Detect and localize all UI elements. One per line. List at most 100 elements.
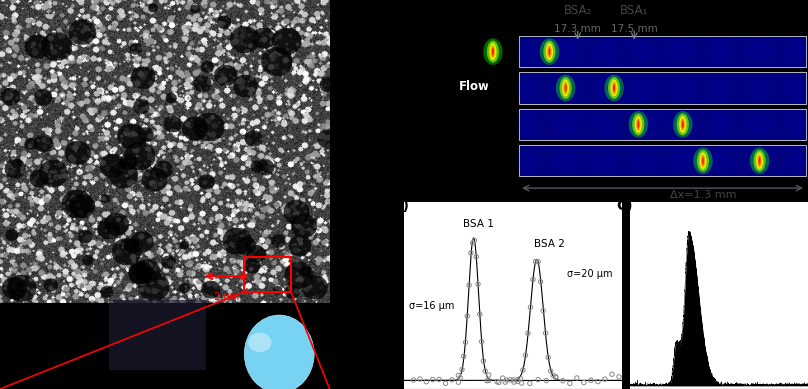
Point (540, 377, 553, 384)
Ellipse shape (702, 157, 704, 165)
FancyBboxPatch shape (519, 109, 806, 140)
Ellipse shape (489, 43, 496, 60)
Point (507, 379, 520, 385)
Point (482, 377, 495, 384)
Ellipse shape (682, 121, 684, 128)
Ellipse shape (553, 150, 578, 172)
Ellipse shape (697, 150, 709, 172)
FancyBboxPatch shape (519, 72, 806, 104)
Ellipse shape (637, 118, 640, 131)
Bar (244, 257, 291, 292)
Point (500, 377, 513, 383)
Point (549, 374, 562, 380)
Point (516, 380, 528, 386)
Point (466, 240, 479, 246)
Point (507, 377, 520, 383)
Text: 17.3 mm: 17.3 mm (554, 24, 601, 34)
Text: 111 s: 111 s (486, 47, 516, 56)
Point (534, 279, 547, 285)
Point (481, 378, 494, 384)
Ellipse shape (631, 40, 655, 63)
Point (584, 377, 597, 383)
Point (463, 282, 476, 288)
Ellipse shape (747, 77, 772, 99)
Point (490, 378, 503, 385)
Point (541, 354, 554, 361)
Point (511, 378, 524, 385)
Ellipse shape (747, 40, 772, 63)
Ellipse shape (670, 77, 694, 99)
Ellipse shape (785, 114, 808, 135)
Text: 114 s: 114 s (486, 83, 516, 93)
Point (427, 377, 440, 383)
Ellipse shape (632, 114, 644, 135)
Ellipse shape (759, 157, 760, 165)
Ellipse shape (700, 152, 706, 170)
FancyBboxPatch shape (108, 300, 205, 370)
Point (472, 281, 485, 287)
Ellipse shape (747, 150, 772, 172)
Point (591, 378, 604, 385)
Ellipse shape (549, 48, 550, 56)
Ellipse shape (544, 40, 556, 63)
Ellipse shape (553, 114, 578, 135)
Point (445, 377, 458, 383)
Point (473, 311, 486, 317)
Ellipse shape (548, 45, 552, 58)
Ellipse shape (516, 150, 540, 172)
Ellipse shape (611, 79, 618, 96)
Ellipse shape (560, 77, 572, 99)
Ellipse shape (754, 150, 765, 172)
Ellipse shape (556, 75, 575, 101)
Ellipse shape (604, 75, 624, 101)
Point (511, 377, 524, 383)
Ellipse shape (680, 118, 685, 131)
Point (547, 372, 560, 378)
Text: A): A) (412, 6, 429, 20)
Point (478, 368, 491, 374)
Point (407, 377, 420, 383)
Point (524, 380, 537, 386)
Point (563, 380, 576, 386)
Ellipse shape (491, 45, 494, 58)
Point (549, 374, 562, 380)
Text: 2 μm: 2 μm (214, 292, 239, 302)
Ellipse shape (546, 43, 553, 60)
Ellipse shape (483, 38, 503, 65)
Ellipse shape (635, 116, 642, 133)
Point (578, 379, 591, 385)
Text: B): B) (393, 198, 410, 212)
Text: Δx=1.3 mm: Δx=1.3 mm (670, 190, 736, 200)
Text: 117 s: 117 s (486, 119, 516, 130)
Point (570, 375, 583, 381)
Text: BSA 1: BSA 1 (463, 219, 494, 230)
Ellipse shape (679, 116, 686, 133)
Point (461, 313, 473, 319)
Ellipse shape (592, 150, 617, 172)
Ellipse shape (785, 40, 808, 63)
FancyBboxPatch shape (519, 145, 806, 177)
Point (475, 338, 488, 345)
Ellipse shape (670, 114, 694, 135)
Point (545, 368, 558, 374)
Point (456, 366, 469, 373)
Point (414, 376, 427, 382)
Ellipse shape (785, 150, 808, 172)
Point (432, 376, 445, 382)
Ellipse shape (709, 77, 733, 99)
Ellipse shape (244, 315, 314, 389)
Ellipse shape (516, 77, 540, 99)
Point (529, 258, 542, 265)
Point (519, 352, 532, 358)
Ellipse shape (701, 154, 705, 167)
Text: 17.5 mm: 17.5 mm (611, 24, 658, 34)
Ellipse shape (631, 77, 655, 99)
Point (420, 378, 433, 385)
Point (521, 330, 534, 336)
Point (459, 339, 472, 345)
Point (439, 380, 452, 386)
Ellipse shape (516, 40, 540, 63)
Text: BSA 2: BSA 2 (534, 239, 565, 249)
Ellipse shape (592, 40, 617, 63)
Text: BSA₁: BSA₁ (620, 4, 649, 17)
